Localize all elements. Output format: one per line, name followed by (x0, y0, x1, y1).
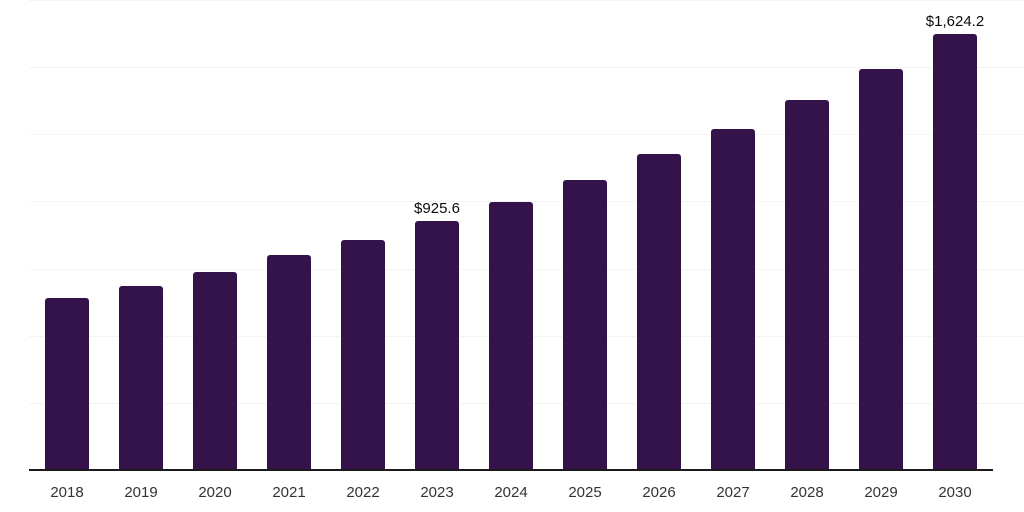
x-tick-2022: 2022 (346, 484, 380, 501)
bar-2020 (193, 272, 237, 470)
x-tick-2029: 2029 (864, 484, 898, 501)
gridline-1750 (29, 0, 1024, 1)
x-tick-2018: 2018 (50, 484, 84, 501)
bar-2022 (341, 240, 385, 470)
plot-area: $925.6 $1,624.2 (29, 0, 1024, 470)
bar-2023 (415, 221, 459, 470)
x-tick-2025: 2025 (568, 484, 602, 501)
x-tick-2026: 2026 (642, 484, 676, 501)
x-axis-line (29, 469, 993, 471)
bar-2019 (119, 286, 163, 470)
gridline-1500 (29, 67, 1024, 68)
bar-2030 (933, 34, 977, 470)
x-tick-2028: 2028 (790, 484, 824, 501)
x-tick-2024: 2024 (494, 484, 528, 501)
bar-2025 (563, 180, 607, 470)
bar-2029 (859, 69, 903, 470)
x-tick-2027: 2027 (716, 484, 750, 501)
bar-2026 (637, 154, 681, 470)
gridline-1000 (29, 201, 1024, 202)
x-tick-2030: 2030 (938, 484, 972, 501)
x-tick-2021: 2021 (272, 484, 306, 501)
bar-2027 (711, 129, 755, 470)
gridline-1250 (29, 134, 1024, 135)
bar-2028 (785, 100, 829, 470)
x-tick-2023: 2023 (420, 484, 454, 501)
x-tick-2020: 2020 (198, 484, 232, 501)
bar-2018 (45, 298, 89, 470)
bar-2024 (489, 202, 533, 470)
bar-2021 (267, 255, 311, 470)
data-label-2023: $925.6 (414, 200, 460, 217)
data-label-2030: $1,624.2 (925, 13, 985, 30)
x-tick-2019: 2019 (124, 484, 158, 501)
